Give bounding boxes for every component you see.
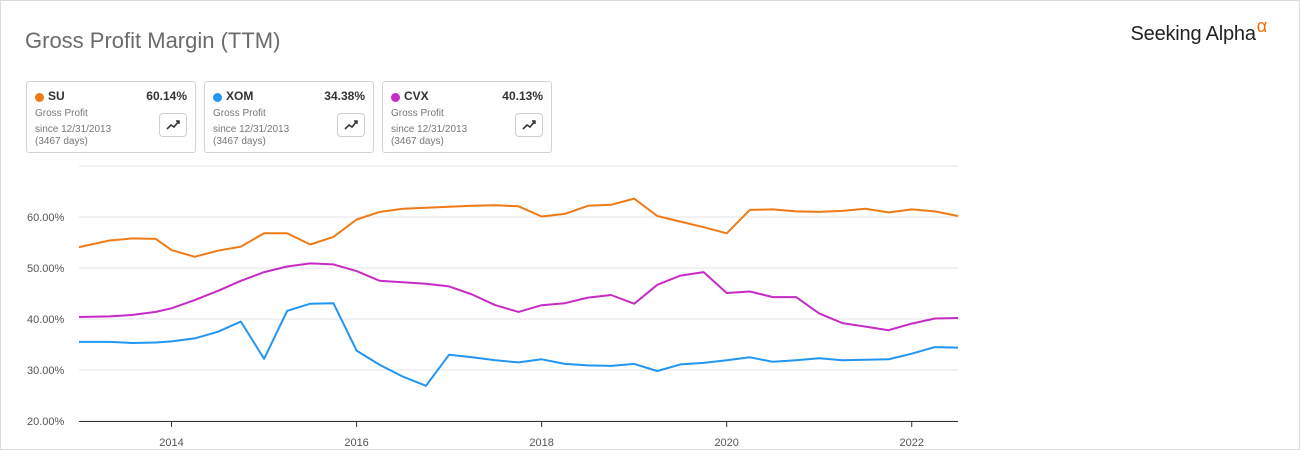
y-tick-label: 30.00% (27, 365, 65, 377)
ticker-value: 40.13% (502, 89, 543, 103)
series-line-xom (79, 302, 959, 387)
ticker-since: since 12/31/2013 (35, 124, 112, 135)
chart-line-icon[interactable] (337, 113, 365, 137)
ticker-symbol: XOM (226, 89, 254, 103)
ticker-symbol: SU (48, 89, 65, 103)
y-tick-label: 40.00% (27, 314, 65, 326)
chart-line-icon[interactable] (515, 113, 543, 137)
seeking-alpha-logo: Seeking Alphaα (1130, 16, 1268, 46)
ticker-days: (3467 days) (391, 136, 444, 147)
ticker-metric: Gross Profit (35, 108, 88, 119)
ticker-metric: Gross Profit (213, 108, 266, 119)
series-color-dot (391, 93, 400, 102)
ticker-card-su[interactable]: SU 60.14% Gross Profit since 12/31/2013 … (26, 81, 196, 153)
y-tick-label: 50.00% (27, 263, 65, 275)
ticker-days: (3467 days) (213, 136, 266, 147)
ticker-value: 60.14% (146, 89, 187, 103)
ticker-value: 34.38% (324, 89, 365, 103)
x-tick-label: 2022 (899, 437, 923, 449)
alpha-icon: α (1256, 16, 1267, 36)
x-tick-label: 2018 (529, 437, 553, 449)
chart-line-icon[interactable] (159, 113, 187, 137)
x-tick-label: 2014 (159, 437, 183, 449)
ticker-card-xom[interactable]: XOM 34.38% Gross Profit since 12/31/2013… (204, 81, 374, 153)
ticker-card-cvx[interactable]: CVX 40.13% Gross Profit since 12/31/2013… (382, 81, 552, 153)
chart-title: Gross Profit Margin (TTM) (25, 28, 281, 53)
brand-name: Seeking Alpha (1130, 23, 1256, 45)
series-line-cvx (78, 262, 959, 332)
x-tick-label: 2020 (714, 437, 738, 449)
series-color-dot (213, 93, 222, 102)
x-tick-label: 2016 (344, 437, 368, 449)
series-color-dot (35, 93, 44, 102)
series-line-su (78, 197, 959, 258)
ticker-symbol: CVX (404, 89, 429, 103)
y-tick-label: 20.00% (27, 416, 65, 428)
ticker-since: since 12/31/2013 (391, 124, 468, 135)
ticker-since: since 12/31/2013 (213, 124, 290, 135)
ticker-metric: Gross Profit (391, 108, 444, 119)
ticker-days: (3467 days) (35, 136, 88, 147)
y-tick-label: 60.00% (27, 212, 65, 224)
